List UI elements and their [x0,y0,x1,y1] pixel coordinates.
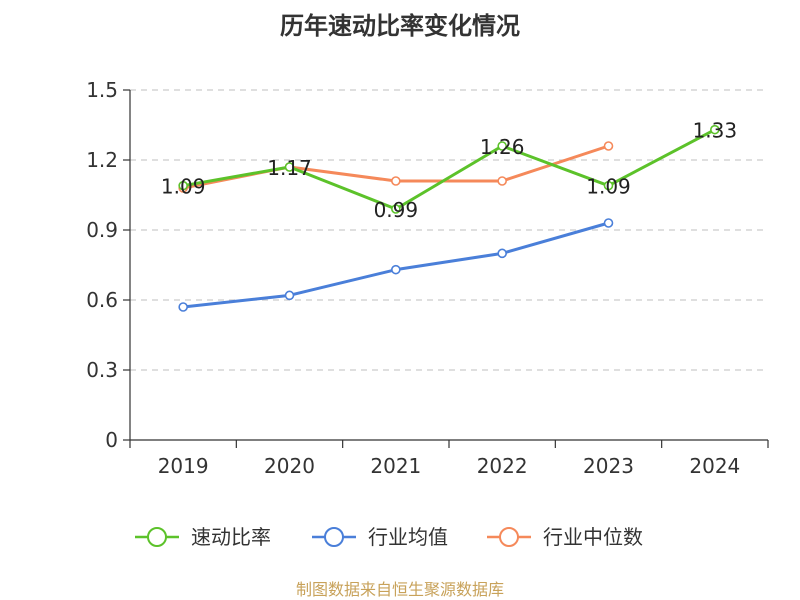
data-point-2 [497,176,507,186]
x-tick-label: 2024 [689,454,740,478]
data-point-1 [391,264,401,275]
gridlines [130,89,768,371]
data-point-0 [284,162,295,172]
data-point-0 [391,204,401,214]
x-tick-label: 2020 [264,454,315,478]
y-tick-label: 1.5 [86,78,118,102]
y-tick-label: 0.6 [86,288,118,312]
legend-marker-0 [147,527,167,547]
legend: 速动比率 行业均值 行业中位数 [135,525,643,549]
x-tick-label: 2022 [477,454,528,478]
y-tick-label: 0.9 [86,218,118,242]
y-tick-label: 0.3 [86,358,118,382]
data-point-0 [710,124,720,135]
axes: 0 0.3 0.6 0.9 1.2 1.5 2019 2020 2021 2022 2023 2024 [86,78,769,478]
data-labels: 1.09 1.17 0.99 1.26 1.09 1.33 [161,119,737,222]
data-point-2 [603,141,614,151]
legend-label-2: 行业中位数 [543,525,643,549]
data-point-0 [603,180,614,191]
data-point-2 [391,176,401,186]
x-tick-label: 2023 [583,454,634,478]
chart-title: 历年速动比率变化情况 [280,12,520,40]
series-layer [178,124,720,312]
x-tick-label: 2021 [370,454,421,478]
legend-label-0: 速动比率 [191,525,271,549]
data-label: 0.99 [374,198,419,222]
data-label: 1.17 [267,156,312,180]
data-point-1 [603,218,614,228]
data-label: 1.09 [161,175,206,199]
series-line-0 [182,128,716,211]
data-label: 1.33 [693,119,738,143]
data-point-1 [284,290,295,301]
y-tick-label: 0 [105,428,118,452]
y-tick-label: 1.2 [86,148,118,172]
data-label: 1.09 [586,175,631,199]
data-label: 1.26 [480,135,525,159]
legend-label-1: 行业均值 [368,525,448,549]
source-note: 制图数据来自恒生聚源数据库 [296,580,504,599]
x-tick-label: 2019 [158,454,209,478]
data-point-0 [497,141,507,151]
data-point-0 [178,180,188,191]
data-point-1 [178,302,188,312]
legend-marker-1 [324,527,344,547]
data-point-1 [497,248,507,259]
legend-marker-2 [499,527,519,547]
